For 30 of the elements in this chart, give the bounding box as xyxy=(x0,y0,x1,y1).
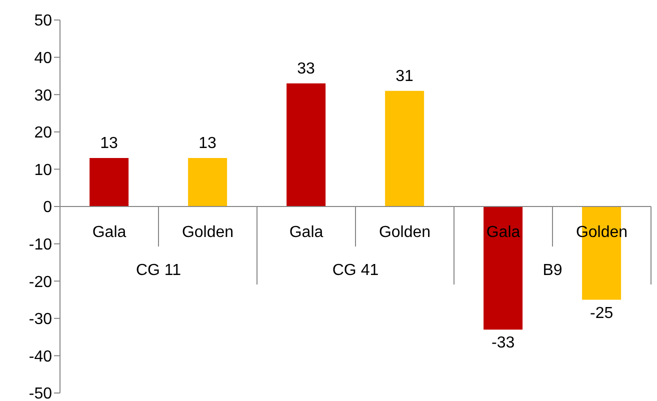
x-tick-label: Golden xyxy=(180,224,235,242)
x-tick-label: Gala xyxy=(485,224,522,242)
data-label: -25 xyxy=(590,304,614,322)
bar xyxy=(484,206,523,330)
x-tick-label: Gala xyxy=(91,224,128,242)
y-tick-label: 0 xyxy=(43,199,52,216)
x-tick-label: Gala xyxy=(288,224,324,242)
annotation: CG 11 xyxy=(134,262,182,280)
y-tick-label: -30 xyxy=(28,311,52,328)
annotation: CG 41 xyxy=(331,262,380,280)
data-label: 13 xyxy=(100,135,118,152)
y-tick-label: -10 xyxy=(28,236,52,254)
y-tick-label: 20 xyxy=(34,124,52,142)
bar xyxy=(286,83,326,206)
data-label: 33 xyxy=(297,60,316,78)
y-tick-label: -40 xyxy=(28,348,52,366)
data-label: 31 xyxy=(396,68,414,85)
x-tick-label: Golden xyxy=(378,224,432,242)
data-label: -33 xyxy=(491,334,515,352)
y-tick-label: -50 xyxy=(28,386,52,401)
bar xyxy=(188,158,228,206)
y-tick-label: -20 xyxy=(28,274,52,291)
data-label: 13 xyxy=(198,135,217,152)
y-tick-label: 10 xyxy=(34,162,52,179)
y-tick-label: 30 xyxy=(34,87,52,104)
annotation: B9 xyxy=(542,262,564,280)
bar xyxy=(90,158,129,206)
y-tick-label: 40 xyxy=(34,50,52,67)
y-tick-label: 50 xyxy=(34,12,52,30)
bar xyxy=(385,90,424,206)
